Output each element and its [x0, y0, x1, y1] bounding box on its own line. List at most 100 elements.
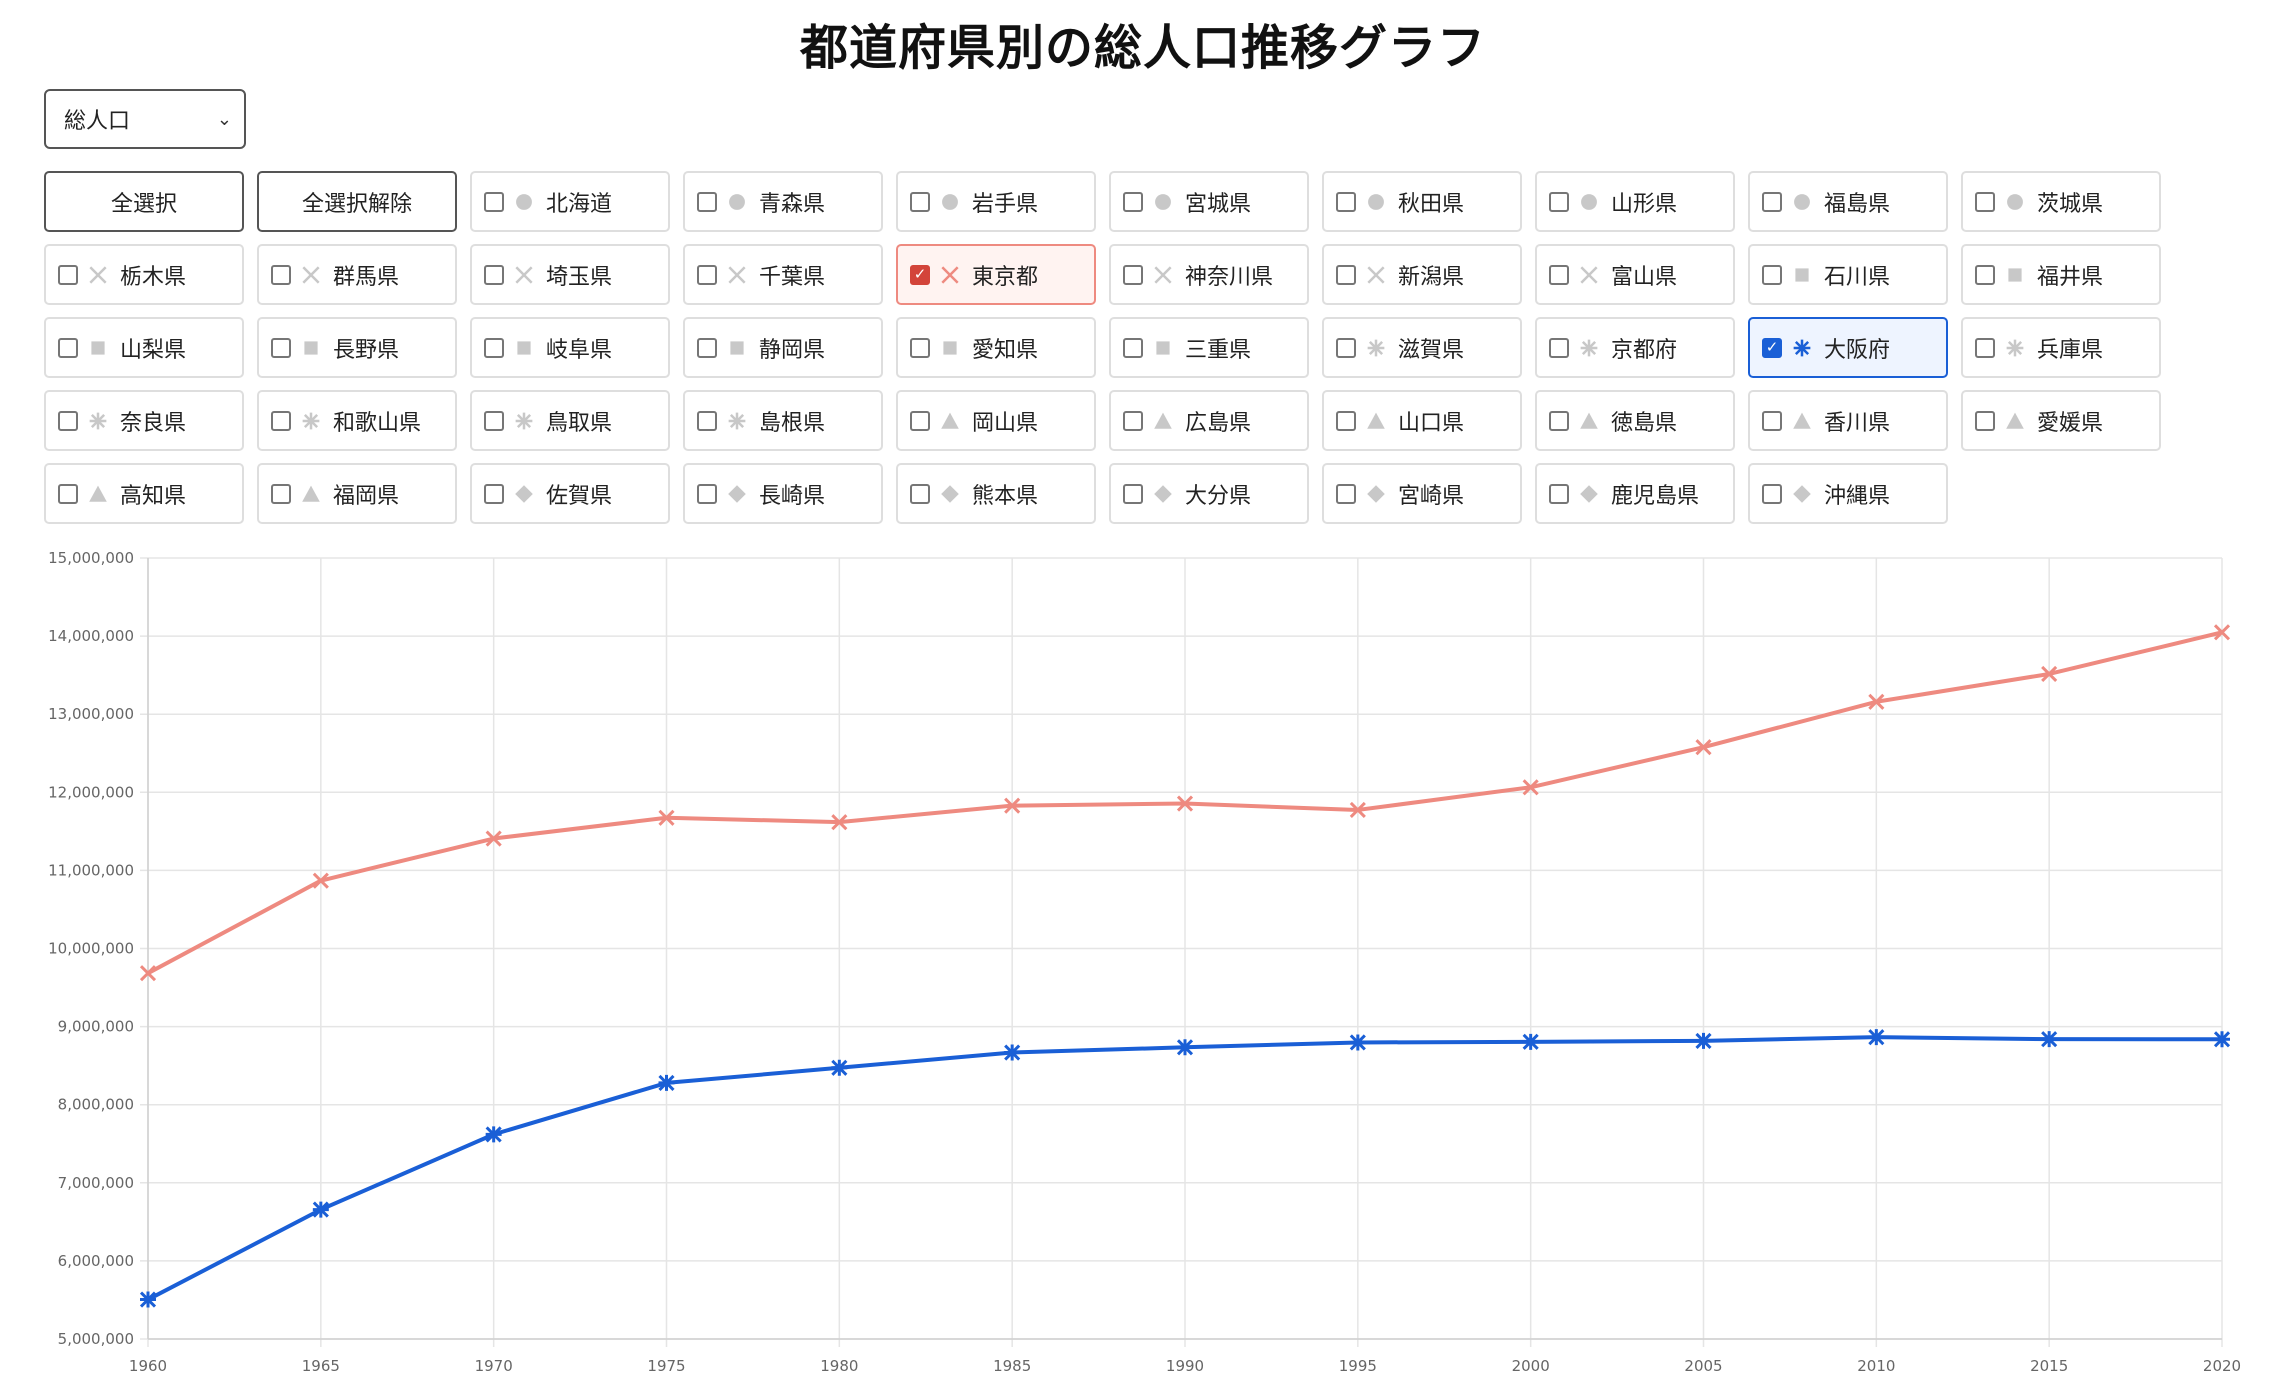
prefecture-toggle[interactable]: 島根県: [683, 390, 883, 451]
prefecture-toggle[interactable]: 静岡県: [683, 317, 883, 378]
prefecture-toggle[interactable]: 滋賀県: [1322, 317, 1522, 378]
prefecture-toggle[interactable]: 埼玉県: [470, 244, 670, 305]
prefecture-checkbox[interactable]: [1549, 410, 1569, 431]
prefecture-checkbox[interactable]: [484, 264, 504, 285]
prefecture-checkbox[interactable]: [271, 264, 291, 285]
prefecture-toggle[interactable]: 熊本県: [896, 463, 1096, 524]
prefecture-toggle[interactable]: 新潟県: [1322, 244, 1522, 305]
prefecture-toggle[interactable]: 愛媛県: [1961, 390, 2161, 451]
prefecture-toggle[interactable]: 福島県: [1748, 171, 1948, 232]
prefecture-checkbox[interactable]: [1549, 264, 1569, 285]
prefecture-toggle[interactable]: 広島県: [1109, 390, 1309, 451]
prefecture-checkbox[interactable]: [1336, 337, 1356, 358]
prefecture-toggle[interactable]: 三重県: [1109, 317, 1309, 378]
prefecture-toggle[interactable]: 鳥取県: [470, 390, 670, 451]
prefecture-checkbox[interactable]: [1336, 410, 1356, 431]
prefecture-toggle[interactable]: 長野県: [257, 317, 457, 378]
prefecture-checkbox[interactable]: [58, 410, 78, 431]
prefecture-checkbox[interactable]: [1123, 264, 1143, 285]
prefecture-checkbox[interactable]: [697, 337, 717, 358]
prefecture-toggle[interactable]: 沖縄県: [1748, 463, 1948, 524]
prefecture-checkbox[interactable]: [1762, 410, 1782, 431]
prefecture-toggle[interactable]: 岐阜県: [470, 317, 670, 378]
prefecture-checkbox[interactable]: [1549, 483, 1569, 504]
prefecture-checkbox[interactable]: [1336, 483, 1356, 504]
prefecture-checkbox[interactable]: [1123, 483, 1143, 504]
prefecture-checkbox[interactable]: [1549, 191, 1569, 212]
prefecture-toggle[interactable]: 栃木県: [44, 244, 244, 305]
prefecture-checkbox[interactable]: [1549, 337, 1569, 358]
prefecture-checkbox[interactable]: [1336, 191, 1356, 212]
prefecture-checkbox[interactable]: [1762, 483, 1782, 504]
prefecture-checkbox[interactable]: [484, 483, 504, 504]
prefecture-toggle[interactable]: 神奈川県: [1109, 244, 1309, 305]
prefecture-checkbox[interactable]: [697, 483, 717, 504]
prefecture-toggle[interactable]: 山形県: [1535, 171, 1735, 232]
prefecture-toggle[interactable]: 福岡県: [257, 463, 457, 524]
prefecture-checkbox[interactable]: [1975, 264, 1995, 285]
prefecture-checkbox[interactable]: ✓: [1762, 337, 1782, 358]
prefecture-toggle[interactable]: 愛知県: [896, 317, 1096, 378]
select-all-button[interactable]: 全選択: [44, 171, 244, 232]
prefecture-checkbox[interactable]: [484, 337, 504, 358]
prefecture-toggle[interactable]: 茨城県: [1961, 171, 2161, 232]
square-icon: [725, 336, 749, 360]
prefecture-checkbox[interactable]: [1975, 337, 1995, 358]
prefecture-toggle[interactable]: 高知県: [44, 463, 244, 524]
prefecture-checkbox[interactable]: [1123, 191, 1143, 212]
prefecture-checkbox[interactable]: [910, 337, 930, 358]
prefecture-toggle[interactable]: 京都府: [1535, 317, 1735, 378]
prefecture-toggle[interactable]: 徳島県: [1535, 390, 1735, 451]
prefecture-toggle[interactable]: 岩手県: [896, 171, 1096, 232]
prefecture-toggle[interactable]: 福井県: [1961, 244, 2161, 305]
prefecture-checkbox[interactable]: [58, 483, 78, 504]
prefecture-checkbox[interactable]: [484, 410, 504, 431]
prefecture-toggle[interactable]: 和歌山県: [257, 390, 457, 451]
deselect-all-button[interactable]: 全選択解除: [257, 171, 457, 232]
prefecture-checkbox[interactable]: [910, 191, 930, 212]
prefecture-toggle[interactable]: ✓ 大阪府: [1748, 317, 1948, 378]
prefecture-toggle[interactable]: 宮崎県: [1322, 463, 1522, 524]
prefecture-checkbox[interactable]: [910, 410, 930, 431]
prefecture-toggle[interactable]: 長崎県: [683, 463, 883, 524]
prefecture-toggle[interactable]: 香川県: [1748, 390, 1948, 451]
prefecture-toggle[interactable]: 奈良県: [44, 390, 244, 451]
prefecture-toggle[interactable]: 兵庫県: [1961, 317, 2161, 378]
prefecture-checkbox[interactable]: [1123, 337, 1143, 358]
prefecture-checkbox[interactable]: [58, 264, 78, 285]
prefecture-toggle[interactable]: 大分県: [1109, 463, 1309, 524]
prefecture-toggle[interactable]: 秋田県: [1322, 171, 1522, 232]
prefecture-checkbox[interactable]: [1336, 264, 1356, 285]
prefecture-toggle[interactable]: 富山県: [1535, 244, 1735, 305]
prefecture-checkbox[interactable]: [697, 264, 717, 285]
prefecture-toggle[interactable]: 千葉県: [683, 244, 883, 305]
prefecture-checkbox[interactable]: [1762, 191, 1782, 212]
prefecture-checkbox[interactable]: [1975, 410, 1995, 431]
prefecture-checkbox[interactable]: [910, 483, 930, 504]
prefecture-toggle[interactable]: 青森県: [683, 171, 883, 232]
prefecture-toggle[interactable]: 北海道: [470, 171, 670, 232]
prefecture-checkbox[interactable]: [484, 191, 504, 212]
prefecture-toggle[interactable]: 山口県: [1322, 390, 1522, 451]
prefecture-checkbox[interactable]: [697, 191, 717, 212]
prefecture-checkbox[interactable]: [1762, 264, 1782, 285]
prefecture-checkbox[interactable]: [271, 483, 291, 504]
prefecture-checkbox[interactable]: [271, 410, 291, 431]
prefecture-toggle[interactable]: 石川県: [1748, 244, 1948, 305]
prefecture-toggle[interactable]: 鹿児島県: [1535, 463, 1735, 524]
prefecture-toggle[interactable]: 宮城県: [1109, 171, 1309, 232]
prefecture-toggle[interactable]: 山梨県: [44, 317, 244, 378]
prefecture-checkbox[interactable]: [1975, 191, 1995, 212]
prefecture-checkbox[interactable]: [697, 410, 717, 431]
prefecture-toggle[interactable]: 岡山県: [896, 390, 1096, 451]
prefecture-checkbox[interactable]: ✓: [910, 264, 930, 285]
prefecture-toggle[interactable]: 佐賀県: [470, 463, 670, 524]
data-type-select[interactable]: 総人口 ⌄: [44, 89, 246, 149]
prefecture-label: 愛媛県: [2037, 410, 2104, 436]
prefecture-toggle[interactable]: 群馬県: [257, 244, 457, 305]
data-point: [831, 1059, 848, 1076]
prefecture-toggle[interactable]: ✓ 東京都: [896, 244, 1096, 305]
prefecture-checkbox[interactable]: [271, 337, 291, 358]
prefecture-checkbox[interactable]: [58, 337, 78, 358]
prefecture-checkbox[interactable]: [1123, 410, 1143, 431]
